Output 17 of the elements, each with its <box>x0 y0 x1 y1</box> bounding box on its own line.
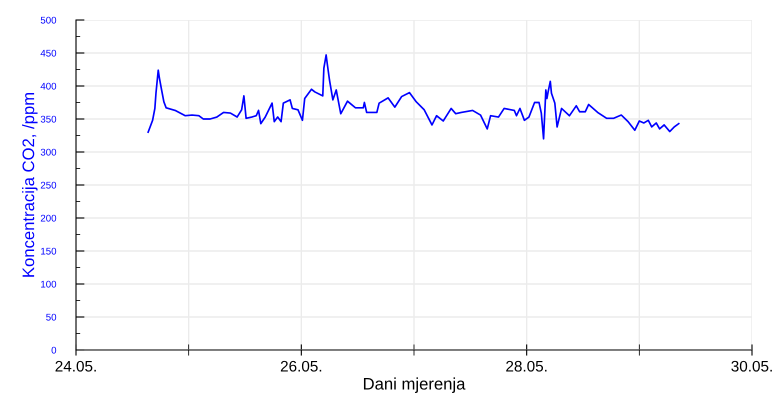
x-tick-label: 26.05. <box>280 360 322 372</box>
y-tick-label: 200 <box>40 214 56 222</box>
x-tick-label: 28.05. <box>506 360 547 372</box>
y-tick-label: 100 <box>41 280 56 288</box>
y-tick-label: 250 <box>40 182 56 189</box>
x-axis-title: Dani mjerenja <box>364 377 466 393</box>
x-tick-label: 24.05. <box>56 360 96 372</box>
y-tick-label: 300 <box>40 148 56 156</box>
y-tick-label: 50 <box>46 314 56 321</box>
y-axis-title: Koncentracija CO2, /ppm <box>22 92 38 277</box>
y-tick-label: 0 <box>52 346 56 354</box>
y-tick-label: 500 <box>40 16 56 24</box>
y-tick-label: 450 <box>40 50 56 57</box>
y-tick-label: 400 <box>40 82 56 90</box>
y-tick-label: 150 <box>41 248 56 255</box>
y-tick-label: 350 <box>40 116 56 123</box>
x-tick-label: 30.05. <box>731 360 772 372</box>
